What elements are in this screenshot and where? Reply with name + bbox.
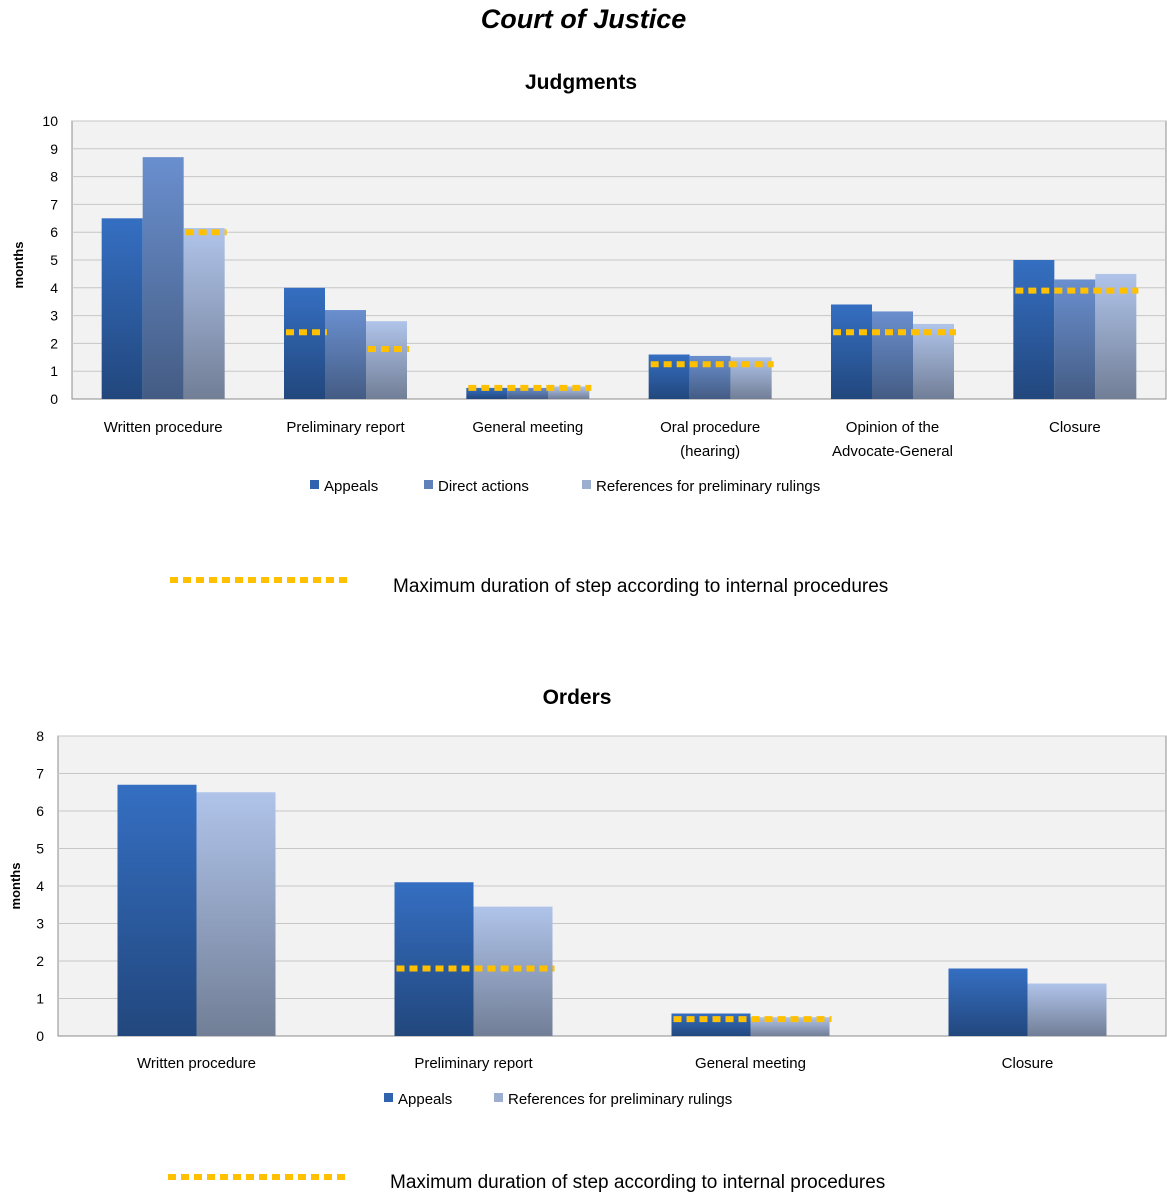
x-tick-label: General meeting	[472, 419, 583, 436]
y-tick-label: 8	[36, 728, 44, 744]
chart-legend: Appeals Direct actions References for prel…	[310, 478, 820, 495]
x-tick-label: (hearing)	[680, 443, 740, 460]
plot-area: 0 1 2 3 4 5 6 7 8 9 10 Written procedure Preliminary…	[42, 113, 1167, 460]
chart-title: Orders	[543, 686, 612, 709]
legend-swatch	[582, 480, 591, 489]
bar-direct-actions-1	[325, 310, 366, 399]
max-duration-legend: Maximum duration of step according to in…	[168, 1172, 885, 1193]
y-axis-label: months	[8, 863, 23, 910]
bar-references-for-preliminary-rulings-5	[1095, 273, 1137, 399]
plot-area: 0 1 2 3 4 5 6 7 8 Written procedure Preliminary re…	[36, 728, 1167, 1072]
y-tick-label: 5	[50, 252, 58, 268]
bar-appeals-1	[284, 287, 325, 399]
legend-item-label: References for preliminary rulings	[508, 1091, 732, 1108]
bar-direct-actions-5	[1054, 279, 1096, 399]
max-duration-label: Maximum duration of step according to in…	[390, 1172, 885, 1193]
y-tick-label: 2	[36, 953, 44, 969]
y-tick-label: 1	[36, 991, 44, 1007]
max-duration-label: Maximum duration of step according to in…	[393, 576, 888, 597]
y-tick-label: 6	[50, 224, 58, 240]
x-tick-label: Closure	[1002, 1055, 1054, 1072]
legend-swatch	[424, 480, 433, 489]
x-tick-label: Written procedure	[137, 1055, 256, 1072]
legend-swatch	[310, 480, 319, 489]
chart-legend: Appeals References for preliminary ruling…	[384, 1091, 732, 1108]
y-tick-label: 4	[36, 878, 44, 894]
x-tick-label: Advocate-General	[832, 443, 953, 460]
y-axis-label: months	[11, 242, 26, 289]
bar-appeals-2	[466, 387, 508, 399]
bar-references-for-preliminary-rulings-1	[366, 321, 407, 399]
bar-references-for-preliminary-rulings-0	[183, 228, 225, 399]
y-tick-label: 0	[50, 391, 58, 407]
y-tick-label: 8	[50, 169, 58, 185]
bar-references-for-preliminary-rulings-4	[913, 323, 954, 399]
orders-chart: Orders 0 1 2 3 4 5 6 7 8 Written procedure Prelimi…	[8, 686, 1167, 1193]
y-tick-label: 7	[36, 766, 44, 782]
chart-title: Judgments	[525, 71, 637, 94]
x-tick-label: Opinion of the	[846, 419, 939, 436]
bar-direct-actions-2	[507, 387, 549, 399]
y-tick-label: 0	[36, 1028, 44, 1044]
bar-appeals-3	[948, 968, 1028, 1036]
y-tick-label: 10	[42, 113, 58, 129]
bar-appeals-4	[831, 304, 872, 399]
y-tick-label: 3	[50, 308, 58, 324]
y-tick-label: 3	[36, 916, 44, 932]
x-tick-label: Closure	[1049, 419, 1101, 436]
bar-appeals-0	[117, 784, 197, 1036]
y-tick-label: 5	[36, 841, 44, 857]
x-tick-label: Oral procedure	[660, 419, 760, 436]
legend-swatch	[494, 1093, 503, 1102]
page-title: Court of Justice	[480, 4, 687, 34]
y-tick-label: 9	[50, 141, 58, 157]
x-tick-label: Preliminary report	[286, 419, 405, 436]
bar-references-for-preliminary-rulings-1	[473, 906, 553, 1036]
y-tick-label: 4	[50, 280, 58, 296]
max-duration-legend: Maximum duration of step according to in…	[170, 576, 888, 597]
bar-appeals-1	[394, 882, 474, 1036]
bar-appeals-5	[1013, 260, 1055, 399]
bar-references-for-preliminary-rulings-3	[1027, 983, 1107, 1036]
bar-appeals-0	[101, 218, 143, 399]
bar-direct-actions-0	[142, 157, 184, 399]
y-tick-label: 6	[36, 803, 44, 819]
legend-swatch	[384, 1093, 393, 1102]
y-tick-label: 1	[50, 363, 58, 379]
legend-item-label: Direct actions	[438, 478, 529, 495]
bar-appeals-3	[648, 354, 690, 399]
bar-references-for-preliminary-rulings-2	[548, 386, 590, 399]
y-tick-label: 2	[50, 335, 58, 351]
x-tick-label: Preliminary report	[414, 1055, 533, 1072]
judgments-chart: Judgments 0 1 2 3 4 5 6 7 8 9 10 Written procedure P…	[11, 71, 1167, 597]
x-tick-label: Written procedure	[104, 419, 223, 436]
y-tick-label: 7	[50, 196, 58, 212]
bar-references-for-preliminary-rulings-3	[730, 357, 772, 399]
legend-item-label: References for preliminary rulings	[596, 478, 820, 495]
legend-item-label: Appeals	[398, 1091, 452, 1108]
bar-references-for-preliminary-rulings-0	[196, 792, 276, 1036]
legend-item-label: Appeals	[324, 478, 378, 495]
x-tick-label: General meeting	[695, 1055, 806, 1072]
bar-direct-actions-4	[872, 311, 913, 399]
